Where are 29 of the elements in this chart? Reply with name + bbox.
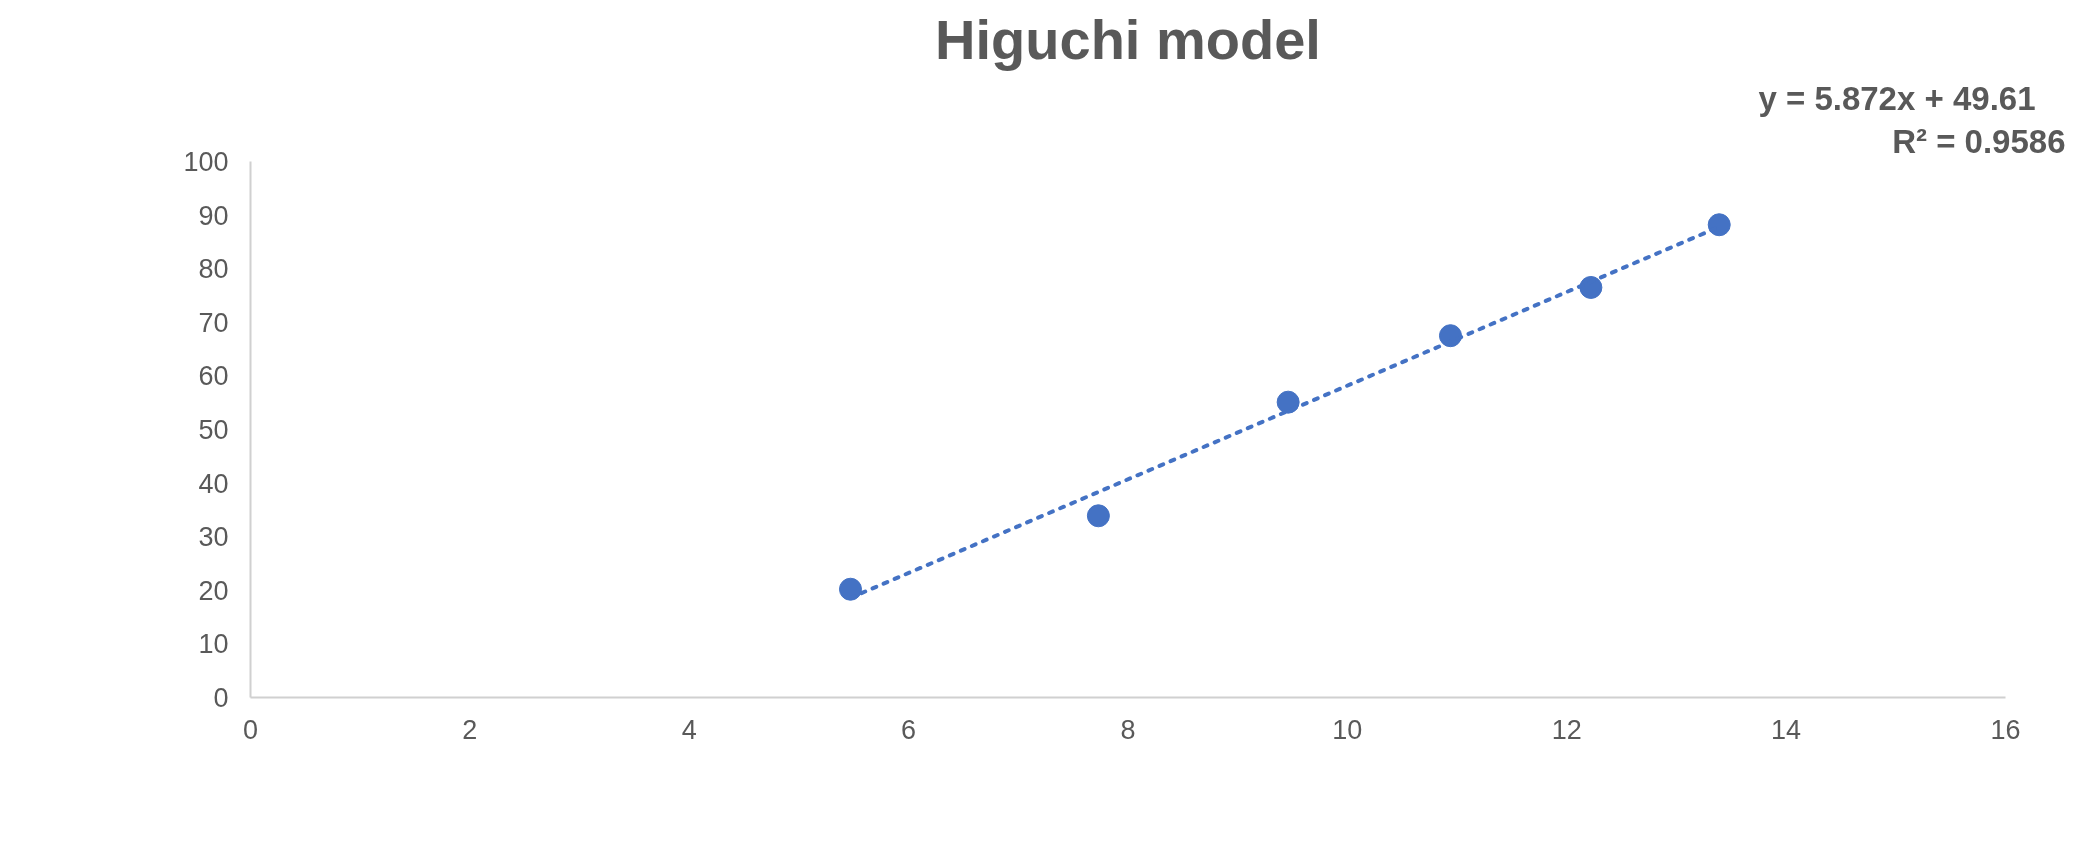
y-tick-label: 50 xyxy=(198,415,229,445)
x-tick-label: 0 xyxy=(242,714,259,745)
x-tick-label: 6 xyxy=(901,714,917,745)
y-tick-label: 30 xyxy=(198,522,229,553)
y-tick-label: 80 xyxy=(198,254,229,285)
y-tick-label: 10 xyxy=(198,629,229,660)
y-tick-label: 0 xyxy=(213,683,229,713)
x-tick-label: 16 xyxy=(1990,714,2021,745)
point xyxy=(838,577,862,601)
x-tick-label: 14 xyxy=(1771,714,1802,745)
point xyxy=(1707,213,1731,237)
point xyxy=(1438,324,1462,348)
text: y = 5.872x + 49.61 xyxy=(1758,79,2036,117)
y-tick-label: 90 xyxy=(198,200,229,231)
x-tick-label: 4 xyxy=(681,714,697,745)
point xyxy=(1086,504,1110,528)
chart-title: Higuchi model xyxy=(935,7,1321,71)
point xyxy=(1276,390,1300,414)
x-tick-label: 12 xyxy=(1551,714,1582,745)
y-tick-label: 40 xyxy=(198,468,229,499)
y-tick-label: 20 xyxy=(198,575,229,606)
y-tick-label: 70 xyxy=(198,307,229,338)
x-tick-label: 10 xyxy=(1332,714,1363,745)
point xyxy=(1579,275,1603,299)
y-tick-label: 60 xyxy=(198,361,229,392)
text: R² = 0.9586 xyxy=(1892,122,2066,160)
y-tick-label: 100 xyxy=(183,147,229,177)
x-tick-label: 8 xyxy=(1120,714,1136,745)
x-tick-label: 2 xyxy=(462,714,478,745)
